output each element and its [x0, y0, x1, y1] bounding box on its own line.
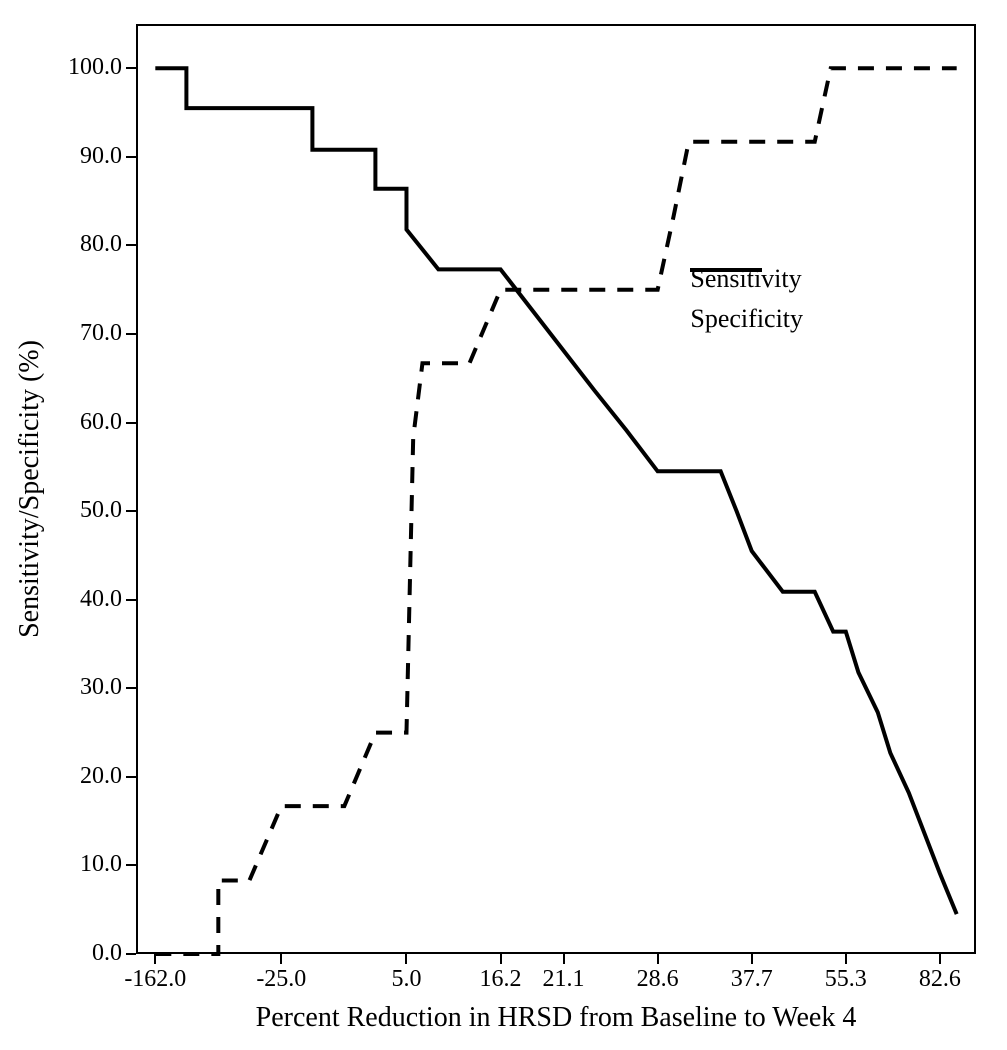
x-tick [405, 954, 407, 964]
y-tick [126, 953, 136, 955]
y-tick-label: 30.0 [80, 674, 122, 701]
y-tick-label: 100.0 [68, 54, 122, 81]
x-tick [280, 954, 282, 964]
y-tick-label: 10.0 [80, 851, 122, 878]
y-tick [126, 244, 136, 246]
y-tick-label: 40.0 [80, 586, 122, 613]
y-tick-label: 0.0 [92, 940, 122, 967]
x-tick [939, 954, 941, 964]
x-tick [845, 954, 847, 964]
y-tick [126, 687, 136, 689]
x-tick-label: 5.0 [391, 966, 421, 993]
y-tick-label: 50.0 [80, 497, 122, 524]
y-tick [126, 864, 136, 866]
y-tick [126, 510, 136, 512]
x-tick-label: 21.1 [543, 966, 585, 993]
x-tick-label: 37.7 [731, 966, 773, 993]
y-tick-label: 80.0 [80, 231, 122, 258]
y-tick [126, 599, 136, 601]
y-tick [126, 333, 136, 335]
x-tick-label: 82.6 [919, 966, 961, 993]
y-tick [126, 67, 136, 69]
chart-svg [0, 0, 1007, 1050]
x-tick [563, 954, 565, 964]
y-tick-label: 70.0 [80, 320, 122, 347]
series-specificity [155, 68, 956, 954]
legend-swatch [690, 264, 762, 276]
y-axis-title: Sensitivity/Specificity (%) [14, 340, 46, 638]
x-tick [154, 954, 156, 964]
y-tick [126, 776, 136, 778]
x-tick [751, 954, 753, 964]
legend-label: Specificity [690, 304, 803, 334]
y-tick [126, 422, 136, 424]
series-sensitivity [155, 68, 956, 914]
legend: SensitivitySpecificity [690, 264, 803, 344]
x-tick [500, 954, 502, 964]
x-tick-label: 28.6 [637, 966, 679, 993]
x-tick [657, 954, 659, 964]
x-tick-label: -25.0 [256, 966, 306, 993]
legend-item-specificity: Specificity [690, 304, 803, 334]
y-tick-label: 90.0 [80, 143, 122, 170]
y-tick-label: 60.0 [80, 409, 122, 436]
y-tick-label: 20.0 [80, 763, 122, 790]
chart-container: Sensitivity/Specificity (%) Percent Redu… [0, 0, 1007, 1050]
x-tick-label: 16.2 [480, 966, 522, 993]
y-tick [126, 156, 136, 158]
x-tick-label: -162.0 [124, 966, 186, 993]
x-axis-title: Percent Reduction in HRSD from Baseline … [256, 1002, 857, 1034]
x-tick-label: 55.3 [825, 966, 867, 993]
